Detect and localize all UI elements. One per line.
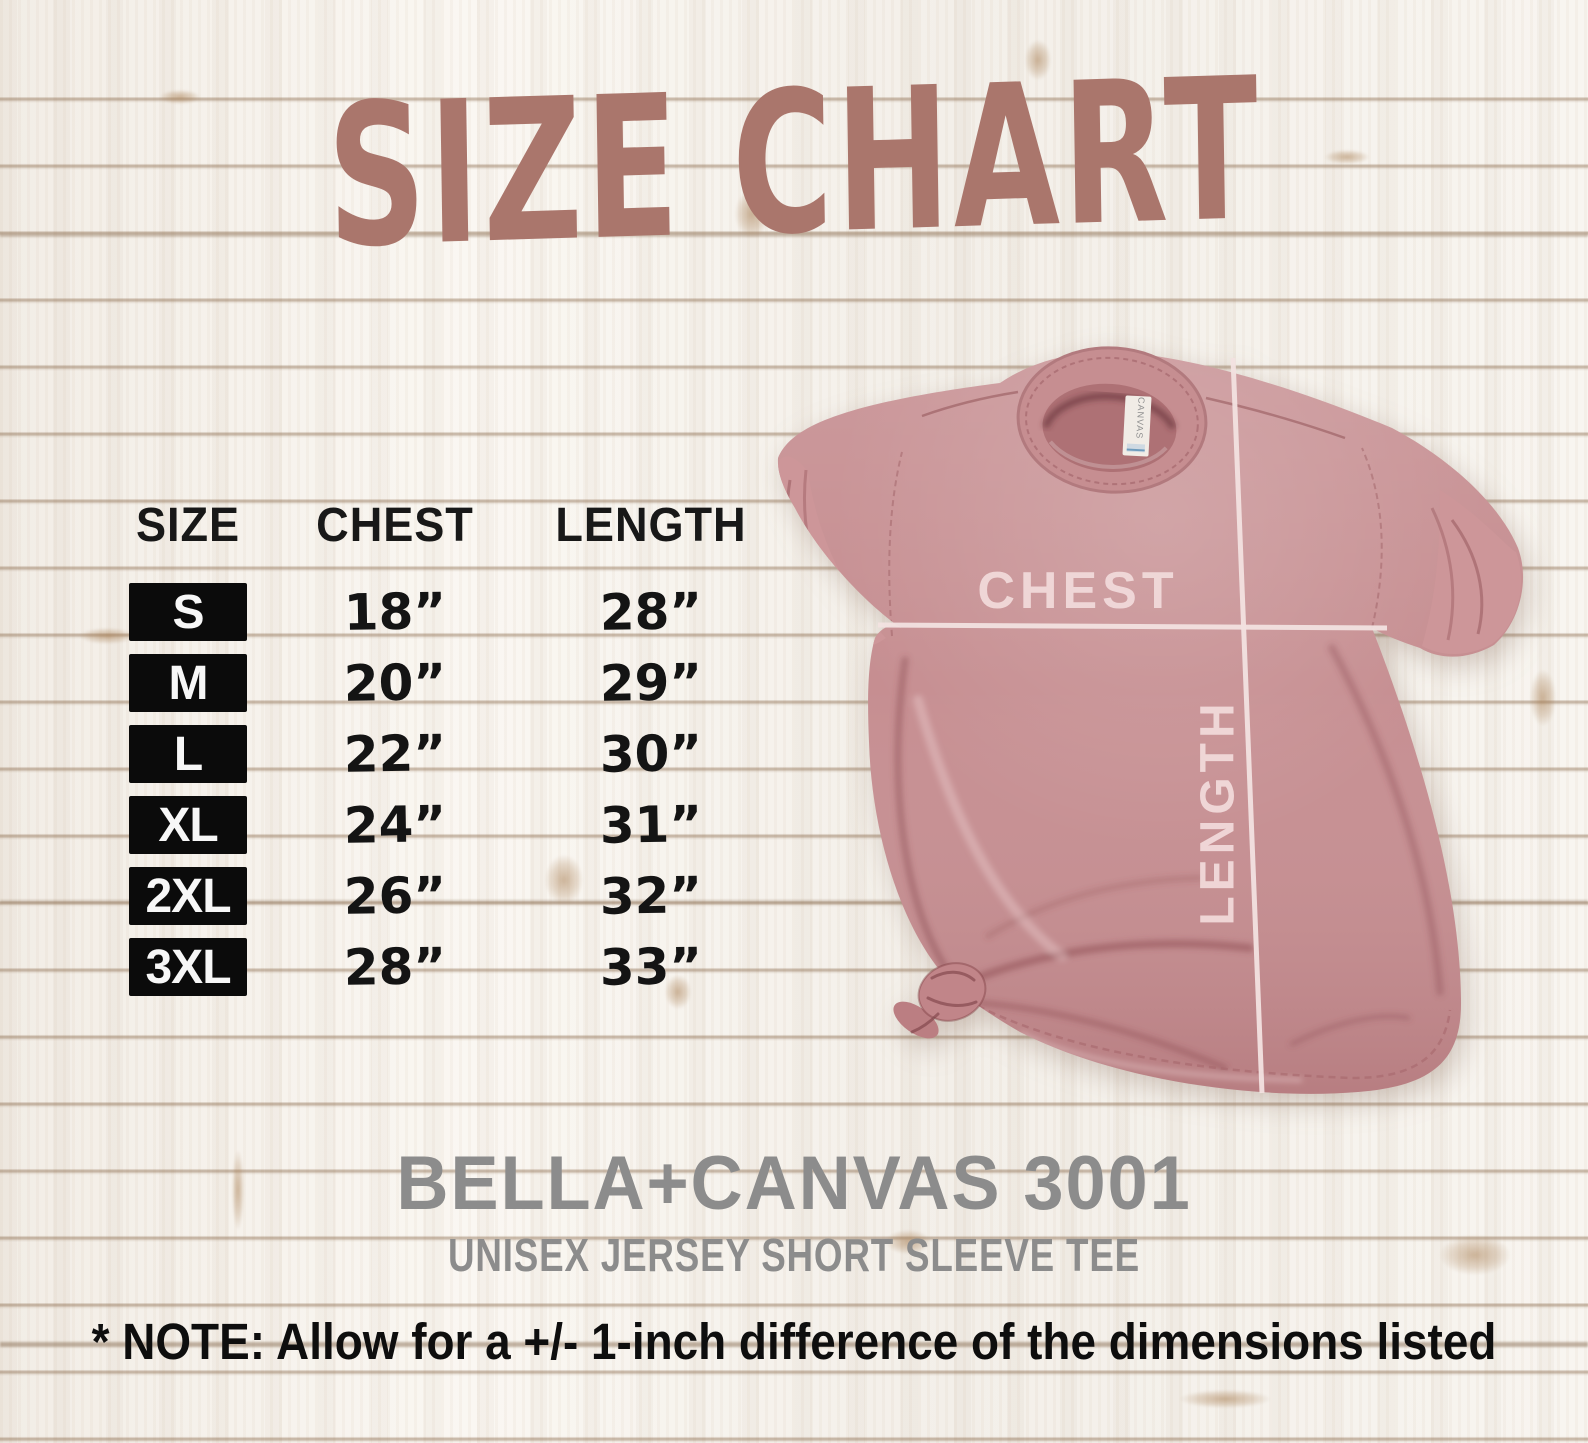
table-row: XL 24” 31” xyxy=(129,795,889,855)
wood-knot xyxy=(232,1150,244,1230)
product-subtitle: UNISEX JERSEY SHORT SLEEVE TEE xyxy=(447,1229,1141,1281)
length-measure-label: LENGTH xyxy=(1192,698,1245,925)
length-measure-line xyxy=(1230,357,1265,1094)
size-badge: M xyxy=(129,654,247,712)
wood-knot xyxy=(735,190,769,238)
note-text: * NOTE: Allow for a +/- 1-inch differenc… xyxy=(91,1313,1497,1370)
header-size: SIZE xyxy=(135,499,241,552)
wood-knot xyxy=(665,975,691,1009)
size-badge: 2XL xyxy=(129,867,247,925)
chest-value: 26” xyxy=(343,866,447,926)
table-row: S 18” 28” xyxy=(129,582,889,642)
brand-tag: CANVAS xyxy=(1122,395,1152,457)
chest-measure-line xyxy=(877,622,1388,631)
size-badge: S xyxy=(129,583,247,641)
page-title: SIZE CHART xyxy=(325,36,1263,292)
table-row: L 22” 30” xyxy=(129,724,889,784)
right-cuff xyxy=(1422,490,1522,654)
wood-knot xyxy=(886,1230,930,1254)
table-row: 2XL 26” 32” xyxy=(129,866,889,926)
product-name: BELLA+CANVAS 3001 xyxy=(396,1141,1192,1226)
wood-plank-line xyxy=(0,1342,1588,1347)
size-table-header: SIZE CHEST LENGTH xyxy=(129,498,889,553)
size-table-rows: S 18” 28” M 20” 29” L 22” 30” XL 24” 31”… xyxy=(129,582,889,997)
wood-knot xyxy=(1530,670,1556,726)
size-badge: L xyxy=(129,725,247,783)
table-row: 3XL 28” 33” xyxy=(129,937,889,997)
chest-value: 28” xyxy=(343,937,447,997)
brand-tag-text: CANVAS xyxy=(1134,397,1146,440)
table-row: M 20” 29” xyxy=(129,653,889,713)
wood-plank-line xyxy=(0,900,1588,903)
tshirt-photo: CANVAS CHEST LENGTH xyxy=(777,346,1524,1094)
wood-knot xyxy=(1440,1235,1510,1275)
chest-value: 20” xyxy=(343,653,447,713)
wood-knot xyxy=(1325,150,1369,164)
header-length: LENGTH xyxy=(555,499,747,552)
wood-knot xyxy=(160,90,200,104)
size-badge: 3XL xyxy=(129,938,247,996)
chest-value: 18” xyxy=(343,582,447,642)
header-chest: CHEST xyxy=(316,499,474,552)
size-table: SIZE CHEST LENGTH S 18” 28” M 20” 29” L … xyxy=(129,498,889,1009)
wood-plank-line xyxy=(0,234,1588,237)
shirt-knot xyxy=(893,962,987,1039)
measurement-overlay: CHEST LENGTH xyxy=(877,357,1388,1094)
chest-value: 22” xyxy=(343,724,447,784)
chest-value: 24” xyxy=(343,795,447,855)
wood-knot xyxy=(1025,40,1051,80)
wood-knot xyxy=(80,628,134,644)
chest-measure-label: CHEST xyxy=(977,562,1178,620)
wood-knot xyxy=(545,855,583,905)
size-badge: XL xyxy=(129,796,247,854)
wood-knot xyxy=(1180,1390,1270,1408)
